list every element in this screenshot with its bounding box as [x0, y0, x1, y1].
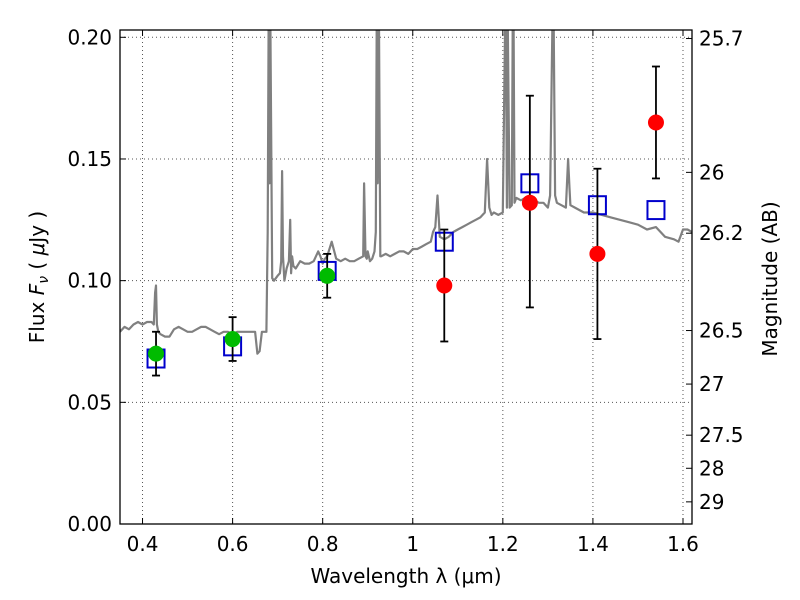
y-axis-title-flux: Flux	[25, 295, 49, 343]
y-axis-title-mu: μ	[25, 243, 49, 257]
y-tick-label: 0.15	[67, 147, 112, 171]
observed-point	[647, 114, 664, 131]
y-axis-title-f: F	[25, 283, 49, 295]
y2-tick-label: 29	[699, 490, 724, 514]
y2-tick-label: 28	[699, 456, 724, 480]
plot-area	[120, 30, 692, 377]
y-tick-label: 0.10	[67, 269, 112, 293]
x-tick-label: 0.4	[127, 532, 159, 556]
y-axis-title-unit: Jy )	[25, 211, 49, 245]
spectrum-line	[120, 30, 692, 355]
model-photometry-square	[646, 200, 666, 221]
x-axis-title: Wavelength λ (μm)	[310, 564, 501, 588]
observed-point	[224, 331, 241, 348]
plot-frame	[119, 29, 693, 525]
y2-tick-label: 25.7	[699, 27, 744, 51]
observed-point	[521, 194, 538, 211]
x-tick-label: 1	[406, 532, 419, 556]
y-tick-label: 0.00	[67, 512, 112, 536]
x-tick-label: 1.2	[487, 532, 519, 556]
y-tick-label: 0.20	[67, 25, 112, 49]
axis-ticks: 0.4 0.6 0.8 1 1.2 1.4 1.6 0.00 0.05 0.10 0.15 0.20 2…	[67, 25, 743, 556]
observed-point	[589, 245, 606, 262]
y-axis-title-nu: ν	[36, 276, 52, 284]
x-tick-label: 0.8	[307, 532, 339, 556]
y2-tick-label: 26	[699, 160, 724, 184]
y2-tick-label: 27	[699, 372, 724, 396]
observed-point	[436, 277, 453, 294]
y-axis-title-paren: (	[25, 255, 49, 276]
y2-tick-label: 27.5	[699, 423, 744, 447]
x-tick-label: 1.4	[577, 532, 609, 556]
y-tick-label: 0.05	[67, 390, 112, 414]
y2-tick-label: 26.5	[699, 319, 744, 343]
observed-point	[319, 267, 336, 284]
y2-tick-label: 26.2	[699, 221, 744, 245]
y-axis-title: Flux Fν ( μJy )	[25, 211, 52, 343]
x-tick-label: 1.6	[667, 532, 699, 556]
x-tick-label: 0.6	[217, 532, 249, 556]
y2-axis-title: Magnitude (AB)	[758, 201, 782, 356]
observed-point	[148, 345, 165, 362]
